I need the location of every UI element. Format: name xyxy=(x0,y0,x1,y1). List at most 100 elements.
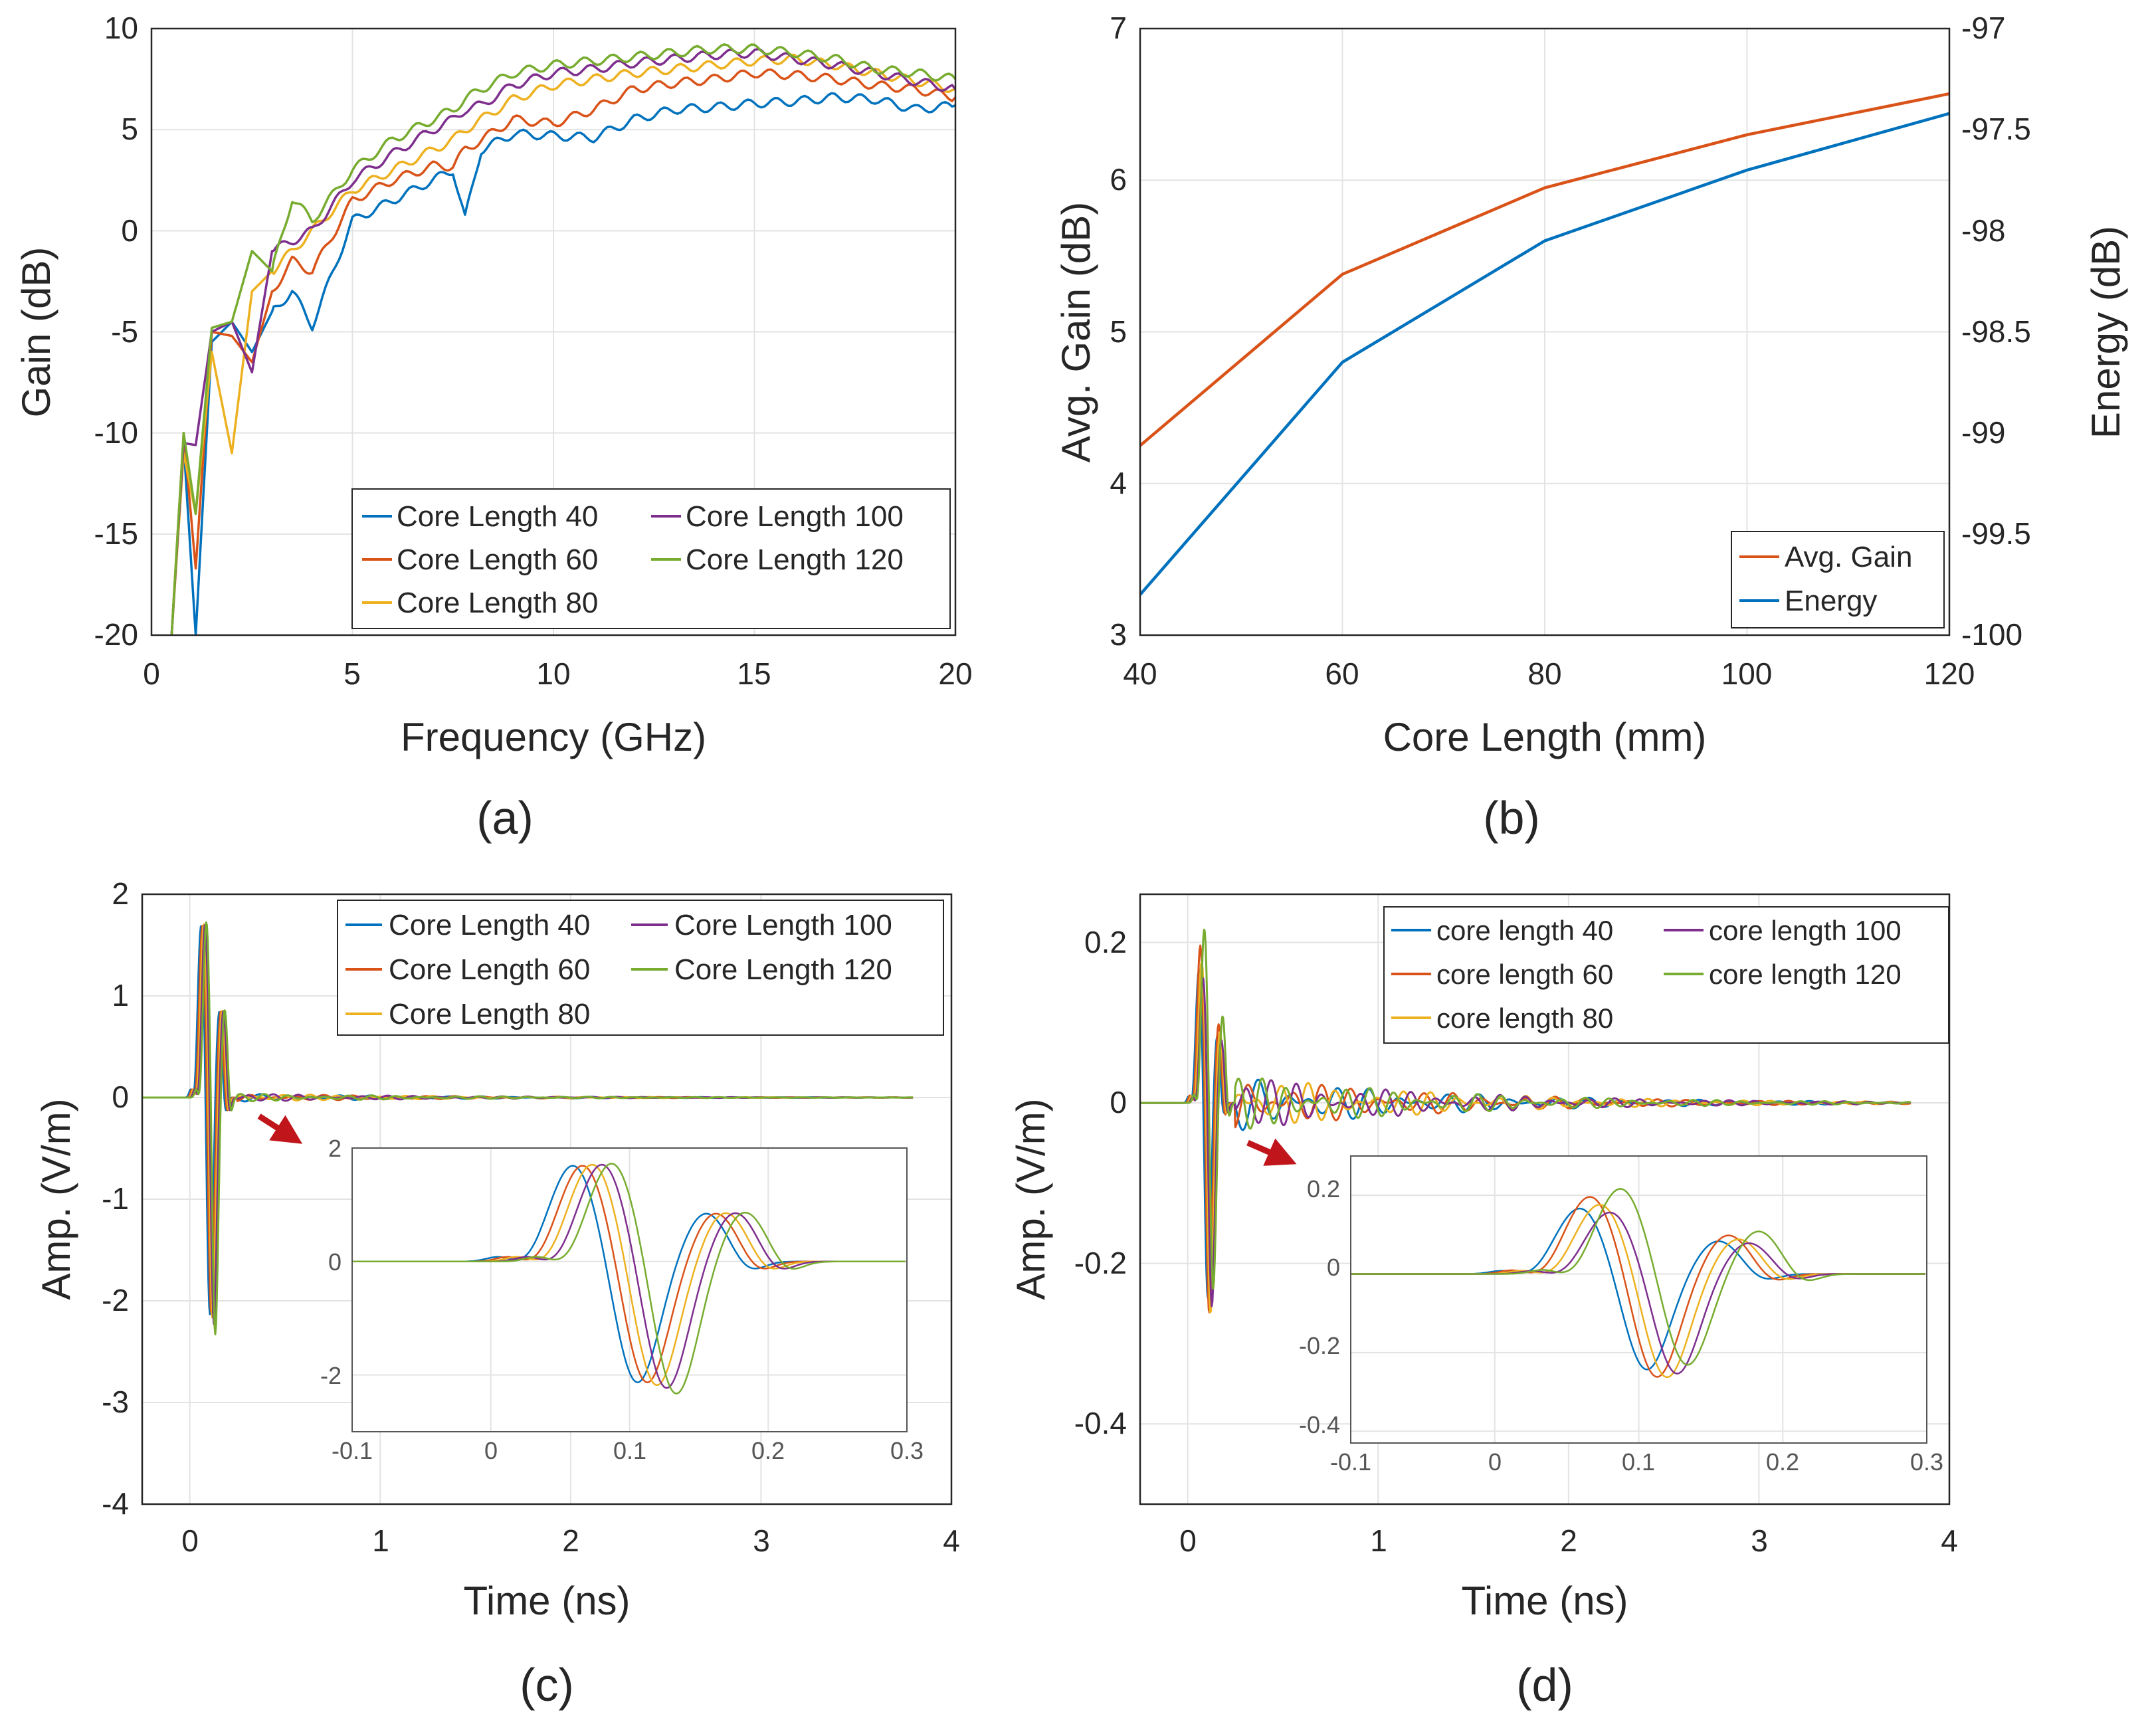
panel-b-y-ticks-right: -100 -99.5 -99 -98.5 -98 -97.5 -97 xyxy=(1961,11,2031,652)
panel-a: 0 5 10 15 20 -20 -15 -10 -5 0 5 10 Frequ… xyxy=(14,11,973,844)
x-tick-label: 1 xyxy=(372,1523,389,1558)
y-tick-label: -10 xyxy=(94,415,138,450)
x-tick-label: 20 xyxy=(938,656,972,691)
x-tick-label: 5 xyxy=(343,656,361,691)
y-right-tick-label: -97.5 xyxy=(1961,112,2031,146)
inset-y-tick-label: 0 xyxy=(328,1248,342,1276)
legend: Core Length 40 Core Length 60 Core Lengt… xyxy=(351,488,951,629)
legend-entry: Energy xyxy=(1785,585,1877,617)
y-axis-label: Avg. Gain (dB) xyxy=(1054,202,1098,462)
panel-b-x-ticks: 40 60 80 100 120 xyxy=(1123,656,1975,691)
y-right-tick-label: -99.5 xyxy=(1961,516,2031,551)
x-tick-label: 40 xyxy=(1123,656,1157,691)
legend-entry: Core Length 80 xyxy=(397,587,598,619)
y-axis-label: Amp. (V/m) xyxy=(34,1098,78,1300)
panel-b-y-ticks-left: 3 4 5 6 7 xyxy=(1110,11,1127,652)
series-line xyxy=(1351,1188,1925,1366)
y-tick-label: -15 xyxy=(94,516,138,551)
x-tick-label: 0 xyxy=(1179,1523,1197,1558)
y-right-tick-label: -98 xyxy=(1961,213,2005,248)
inset-plot-area xyxy=(352,1163,906,1395)
y-tick-label: -20 xyxy=(94,617,138,652)
inset-x-tick-label: -0.1 xyxy=(332,1437,373,1464)
panel-a-x-ticks: 0 5 10 15 20 xyxy=(143,656,972,691)
panel-caption: (d) xyxy=(1516,1659,1573,1711)
panel-caption: (c) xyxy=(520,1659,574,1711)
series-line xyxy=(1139,92,1950,447)
inset-x-tick-label: 0.3 xyxy=(890,1437,924,1464)
series-line xyxy=(1140,928,1911,1290)
legend-entry: Core Length 120 xyxy=(674,953,892,986)
series-line xyxy=(1139,112,1950,596)
panel-d-plot-area xyxy=(1140,928,1911,1313)
inset-pointer-arrow xyxy=(257,1113,303,1144)
panel-d-frame xyxy=(1139,893,1951,1505)
series-line xyxy=(170,53,955,635)
x-tick-label: 60 xyxy=(1325,656,1359,691)
panel-c-frame xyxy=(141,893,953,1505)
x-tick-label: 3 xyxy=(753,1523,770,1558)
series-line xyxy=(170,68,955,635)
panel-c-plot-area xyxy=(142,921,914,1335)
y-tick-label: -5 xyxy=(111,314,138,349)
panel-c-inset: -0.1 0 0.1 0.2 0.3 -2 0 2 xyxy=(320,1135,924,1464)
x-tick-label: 15 xyxy=(737,656,771,691)
legend-entry: Core Length 40 xyxy=(397,500,598,533)
x-tick-label: 10 xyxy=(536,656,570,691)
x-tick-label: 1 xyxy=(1370,1523,1387,1558)
panel-b-frame xyxy=(1139,27,1951,636)
panel-a-y-ticks: -20 -15 -10 -5 0 5 10 xyxy=(94,11,138,652)
legend-entry: core length 60 xyxy=(1436,959,1613,990)
y-tick-label: 4 xyxy=(1110,466,1127,500)
x-tick-label: 2 xyxy=(1560,1523,1577,1558)
panel-c-y-ticks: -4 -3 -2 -1 0 1 2 xyxy=(102,876,129,1521)
legend-entry: Core Length 100 xyxy=(686,500,904,533)
y-tick-label: 6 xyxy=(1110,162,1127,197)
legend-entry: Core Length 80 xyxy=(389,998,590,1030)
y-tick-label: -0.2 xyxy=(1074,1246,1127,1280)
x-tick-label: 4 xyxy=(943,1523,960,1558)
inset-x-tick-label: 0.3 xyxy=(1910,1448,1943,1476)
legend-entry: Core Length 40 xyxy=(389,909,590,941)
x-tick-label: 2 xyxy=(562,1523,579,1558)
legend-entry: Core Length 120 xyxy=(686,543,904,576)
y-tick-label: -1 xyxy=(102,1181,129,1216)
x-tick-label: 0 xyxy=(181,1523,199,1558)
inset-y-tick-label: -2 xyxy=(320,1362,342,1389)
x-tick-label: 0 xyxy=(143,656,160,691)
panel-b-plot-area xyxy=(1139,92,1950,596)
series-line xyxy=(352,1163,906,1395)
inset-x-tick-label: 0 xyxy=(1488,1448,1502,1476)
y-tick-label: 3 xyxy=(1110,617,1127,652)
inset-border xyxy=(351,1147,908,1432)
y-axis-label: Gain (dB) xyxy=(14,247,58,418)
legend-entry: Core Length 100 xyxy=(674,909,892,941)
legend-entry: core length 40 xyxy=(1436,915,1613,946)
y-right-tick-label: -100 xyxy=(1961,617,2022,652)
x-tick-label: 4 xyxy=(1941,1523,1958,1558)
y-tick-label: 2 xyxy=(112,876,129,911)
x-axis-label: Time (ns) xyxy=(1461,1579,1628,1623)
inset-pointer-arrow xyxy=(1246,1138,1297,1166)
legend: Avg. Gain Energy xyxy=(1731,531,1945,628)
panel-caption: (b) xyxy=(1483,792,1540,844)
y-tick-label: 0 xyxy=(121,213,138,248)
y-tick-label: -0.4 xyxy=(1074,1406,1127,1440)
series-line xyxy=(170,47,955,635)
x-axis-label: Frequency (GHz) xyxy=(401,715,706,759)
legend-entry: Core Length 60 xyxy=(389,953,590,986)
legend: core length 40 core length 60 core lengt… xyxy=(1383,906,1949,1044)
inset-x-tick-label: 0.1 xyxy=(1622,1448,1655,1476)
legend-entry: Core Length 60 xyxy=(397,543,598,576)
legend-box xyxy=(337,900,944,1036)
series-line xyxy=(170,92,955,635)
panel-a-plot-area xyxy=(170,43,955,635)
y-tick-label: -4 xyxy=(102,1486,129,1521)
x-tick-label: 120 xyxy=(1924,656,1975,691)
inset-x-tick-label: 0.1 xyxy=(613,1437,646,1464)
inset-y-tick-label: -0.4 xyxy=(1299,1411,1340,1438)
legend-entry: core length 120 xyxy=(1709,959,1902,990)
y-axis-label: Amp. (V/m) xyxy=(1009,1098,1053,1300)
inset-border xyxy=(1350,1155,1927,1444)
panel-d-x-ticks: 0 1 2 3 4 xyxy=(1179,1523,1958,1558)
